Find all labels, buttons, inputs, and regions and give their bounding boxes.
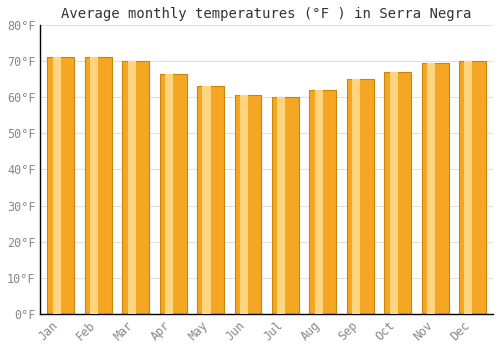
Bar bbox=[314, 90, 323, 314]
Bar bbox=[278, 97, 285, 314]
Bar bbox=[427, 63, 435, 314]
Bar bbox=[90, 57, 98, 314]
Bar bbox=[160, 74, 186, 314]
Bar bbox=[234, 95, 262, 314]
Bar bbox=[459, 61, 486, 314]
Bar bbox=[122, 61, 149, 314]
Bar bbox=[310, 90, 336, 314]
Title: Average monthly temperatures (°F ) in Serra Negra: Average monthly temperatures (°F ) in Se… bbox=[62, 7, 472, 21]
Bar bbox=[128, 61, 136, 314]
Bar bbox=[165, 74, 173, 314]
Bar bbox=[390, 72, 398, 314]
Bar bbox=[85, 57, 112, 314]
Bar bbox=[48, 57, 74, 314]
Bar bbox=[53, 57, 61, 314]
Bar bbox=[464, 61, 472, 314]
Bar bbox=[272, 97, 299, 314]
Bar bbox=[347, 79, 374, 314]
Bar bbox=[384, 72, 411, 314]
Bar bbox=[197, 86, 224, 314]
Bar bbox=[240, 95, 248, 314]
Bar bbox=[352, 79, 360, 314]
Bar bbox=[422, 63, 448, 314]
Bar bbox=[202, 86, 210, 314]
